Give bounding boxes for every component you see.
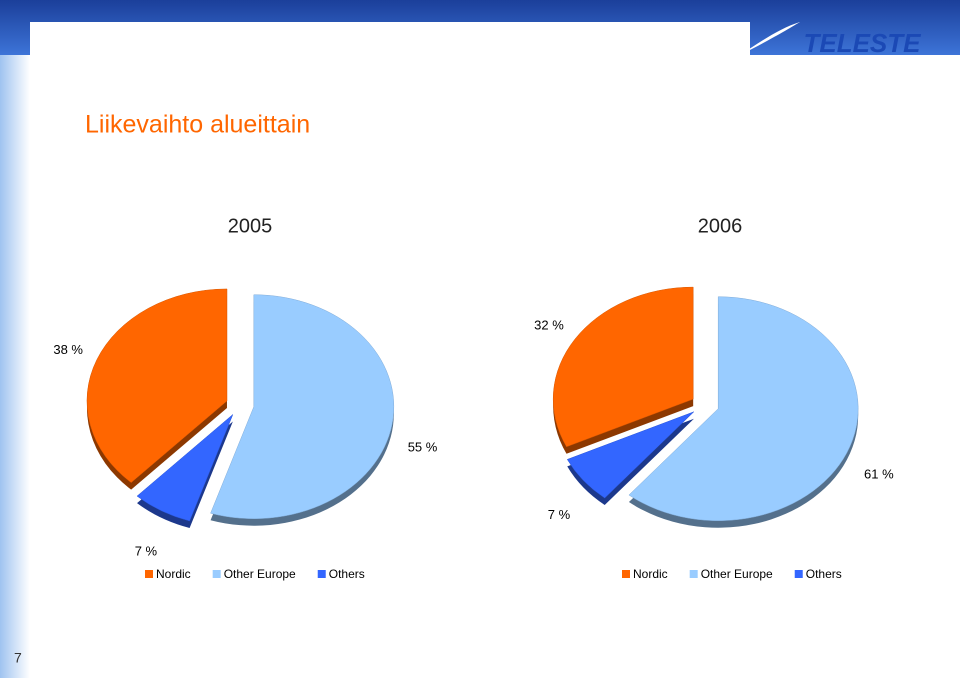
legend-label: Other Europe — [701, 567, 773, 581]
legend-swatch — [212, 570, 221, 578]
legend-label: Others — [806, 567, 842, 581]
slice — [566, 411, 695, 499]
legend-swatch — [794, 570, 803, 578]
page-number: 7 — [14, 650, 22, 666]
legend-label: Nordic — [633, 567, 668, 581]
legend-swatch — [145, 570, 153, 578]
charts: 2005 38 % 55 % 7 % Nordic Other Europe Others 2… — [53, 215, 894, 581]
data-label: 38 % — [53, 342, 83, 357]
legend-label: Other Europe — [224, 567, 296, 581]
side-strip — [0, 0, 30, 678]
chart-title: 2005 — [228, 215, 273, 237]
data-label: 61 % — [864, 466, 894, 481]
legend-swatch — [622, 570, 630, 578]
slice — [210, 294, 395, 519]
slice — [552, 286, 694, 448]
chart-title: 2006 — [698, 215, 743, 237]
header-cut — [30, 22, 750, 55]
slice — [86, 288, 228, 483]
slice — [628, 296, 859, 521]
logo: TELESTE — [803, 28, 921, 58]
legend-swatch — [689, 570, 698, 578]
legend-swatch — [317, 570, 326, 578]
slide-title: Liikevaihto alueittain — [85, 111, 310, 139]
data-label: 32 % — [534, 317, 564, 332]
data-label: 55 % — [408, 440, 438, 455]
data-label: 7 % — [548, 507, 571, 522]
slice — [136, 414, 234, 522]
data-label: 7 % — [135, 544, 158, 559]
legend-label: Nordic — [156, 567, 191, 581]
legend-label: Others — [329, 567, 365, 581]
